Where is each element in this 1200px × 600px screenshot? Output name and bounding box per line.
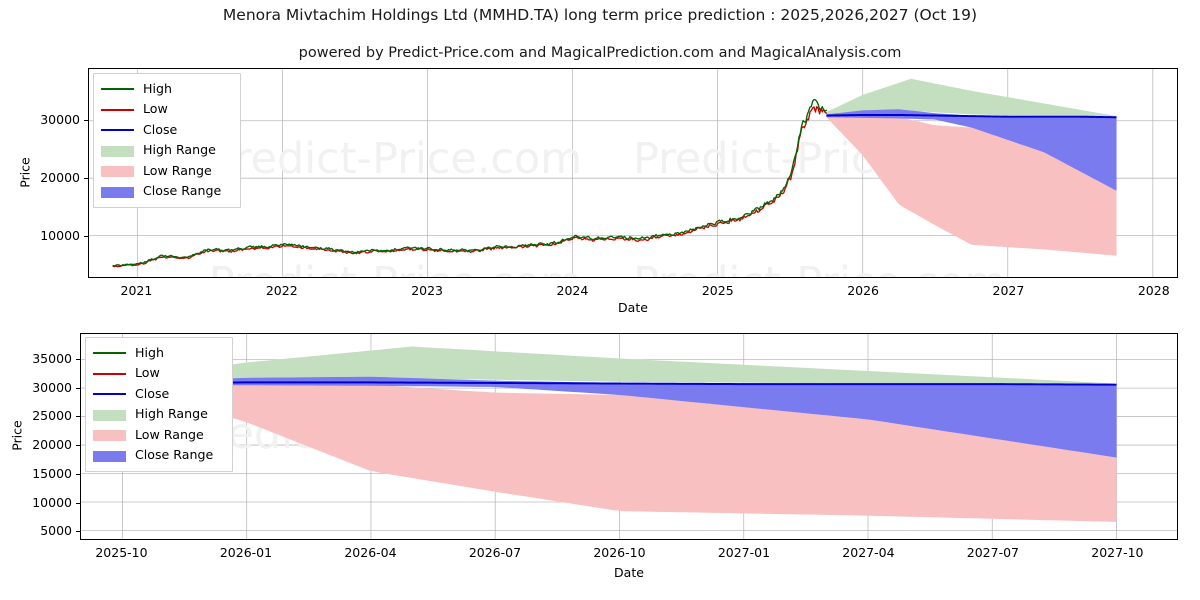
legend-label: Low xyxy=(135,367,160,380)
y-tick-label: 20000 xyxy=(4,437,72,452)
svg-text:Predict-Price.com: Predict-Price.com xyxy=(209,134,582,184)
y-tick-label: 20000 xyxy=(12,170,80,185)
legend-label: Low Range xyxy=(143,165,212,178)
legend-label: Close xyxy=(143,124,177,137)
bottom-chart-svg: Predict-Price.comPredict-Price.com xyxy=(81,334,1177,539)
legend-label: High Range xyxy=(143,144,216,157)
x-tick-label: 2025 xyxy=(678,283,758,298)
legend-label: Low xyxy=(143,103,168,116)
page-subtitle: powered by Predict-Price.com and Magical… xyxy=(0,45,1200,61)
x-tick-label: 2026-07 xyxy=(445,545,545,560)
legend-swatch-patch-icon xyxy=(101,146,134,157)
bottom-legend: High Low Close High Range Low Range Close Ran… xyxy=(85,337,233,472)
y-tick-mark xyxy=(76,503,80,504)
svg-text:Predict-Price.com: Predict-Price.com xyxy=(633,258,1006,277)
legend-item-low[interactable]: Low xyxy=(101,100,232,121)
legend-item-low-range[interactable]: Low Range xyxy=(93,425,224,446)
chart-page: Menora Mivtachim Holdings Ltd (MMHD.TA) … xyxy=(0,0,1200,600)
legend-item-close[interactable]: Close xyxy=(93,384,224,405)
legend-item-high-range[interactable]: High Range xyxy=(101,141,232,162)
x-tick-label: 2027-10 xyxy=(1067,545,1167,560)
top-plot-area: Predict-Price.com Predict-Price.com Predic… xyxy=(88,68,1178,278)
x-tick-label: 2027-07 xyxy=(943,545,1043,560)
y-tick-mark xyxy=(84,120,88,121)
legend-item-high[interactable]: High xyxy=(93,343,224,364)
legend-swatch-patch-icon xyxy=(101,187,134,198)
legend-swatch-patch-icon xyxy=(93,410,126,421)
y-tick-label: 35000 xyxy=(4,351,72,366)
x-tick-label: 2021 xyxy=(96,283,176,298)
x-tick-label: 2022 xyxy=(242,283,322,298)
legend-item-low[interactable]: Low xyxy=(93,364,224,385)
y-tick-mark xyxy=(76,388,80,389)
legend-label: High xyxy=(135,347,164,360)
legend-label: Low Range xyxy=(135,429,204,442)
y-tick-label: 15000 xyxy=(4,466,72,481)
legend-swatch-line-icon xyxy=(93,387,126,401)
top-chart-svg: Predict-Price.com Predict-Price.com Predic… xyxy=(89,69,1177,277)
y-tick-label: 30000 xyxy=(4,380,72,395)
y-tick-mark xyxy=(76,416,80,417)
top-x-axis-label: Date xyxy=(88,300,1178,315)
bottom-plot-area: Predict-Price.comPredict-Price.com xyxy=(80,333,1178,540)
legend-swatch-line-icon xyxy=(101,82,134,96)
legend-swatch-line-icon xyxy=(101,123,134,137)
y-tick-label: 5000 xyxy=(4,523,72,538)
legend-item-close-range[interactable]: Close Range xyxy=(93,446,224,467)
legend-item-high[interactable]: High xyxy=(101,79,232,100)
y-tick-label: 30000 xyxy=(12,112,80,127)
y-tick-mark xyxy=(76,445,80,446)
legend-label: High Range xyxy=(135,408,208,421)
x-tick-label: 2026 xyxy=(823,283,903,298)
bottom-x-axis-label: Date xyxy=(80,565,1178,580)
y-tick-mark xyxy=(84,178,88,179)
y-tick-label: 25000 xyxy=(4,408,72,423)
legend-item-close[interactable]: Close xyxy=(101,120,232,141)
x-tick-label: 2025-10 xyxy=(71,545,171,560)
legend-label: Close xyxy=(135,388,169,401)
page-title: Menora Mivtachim Holdings Ltd (MMHD.TA) … xyxy=(0,6,1200,24)
top-chart-panel: Predict-Price.com Predict-Price.com Predic… xyxy=(0,60,1200,325)
svg-text:Predict-Price.com: Predict-Price.com xyxy=(209,258,582,277)
y-tick-mark xyxy=(76,359,80,360)
legend-swatch-line-icon xyxy=(93,367,126,381)
legend-item-low-range[interactable]: Low Range xyxy=(101,161,232,182)
legend-label: Close Range xyxy=(135,449,213,462)
x-tick-label: 2026-01 xyxy=(196,545,296,560)
x-tick-label: 2026-10 xyxy=(569,545,669,560)
legend-item-high-range[interactable]: High Range xyxy=(93,405,224,426)
legend-item-close-range[interactable]: Close Range xyxy=(101,182,232,203)
bottom-chart-panel: Predict-Price.comPredict-Price.com Price… xyxy=(0,325,1200,600)
y-tick-label: 10000 xyxy=(4,495,72,510)
legend-swatch-line-icon xyxy=(93,346,126,360)
y-tick-mark xyxy=(76,531,80,532)
x-tick-label: 2027-04 xyxy=(818,545,918,560)
x-tick-label: 2027 xyxy=(968,283,1048,298)
y-tick-label: 10000 xyxy=(12,228,80,243)
x-tick-label: 2028 xyxy=(1114,283,1194,298)
legend-label: High xyxy=(143,83,172,96)
legend-swatch-patch-icon xyxy=(93,430,126,441)
x-tick-label: 2023 xyxy=(387,283,467,298)
y-tick-mark xyxy=(84,236,88,237)
top-legend: High Low Close High Range Low Range Close Ran… xyxy=(93,73,241,208)
legend-swatch-patch-icon xyxy=(93,451,126,462)
legend-label: Close Range xyxy=(143,185,221,198)
legend-swatch-patch-icon xyxy=(101,166,134,177)
y-tick-mark xyxy=(76,474,80,475)
x-tick-label: 2026-04 xyxy=(320,545,420,560)
x-tick-label: 2024 xyxy=(532,283,612,298)
legend-swatch-line-icon xyxy=(101,103,134,117)
x-tick-label: 2027-01 xyxy=(694,545,794,560)
